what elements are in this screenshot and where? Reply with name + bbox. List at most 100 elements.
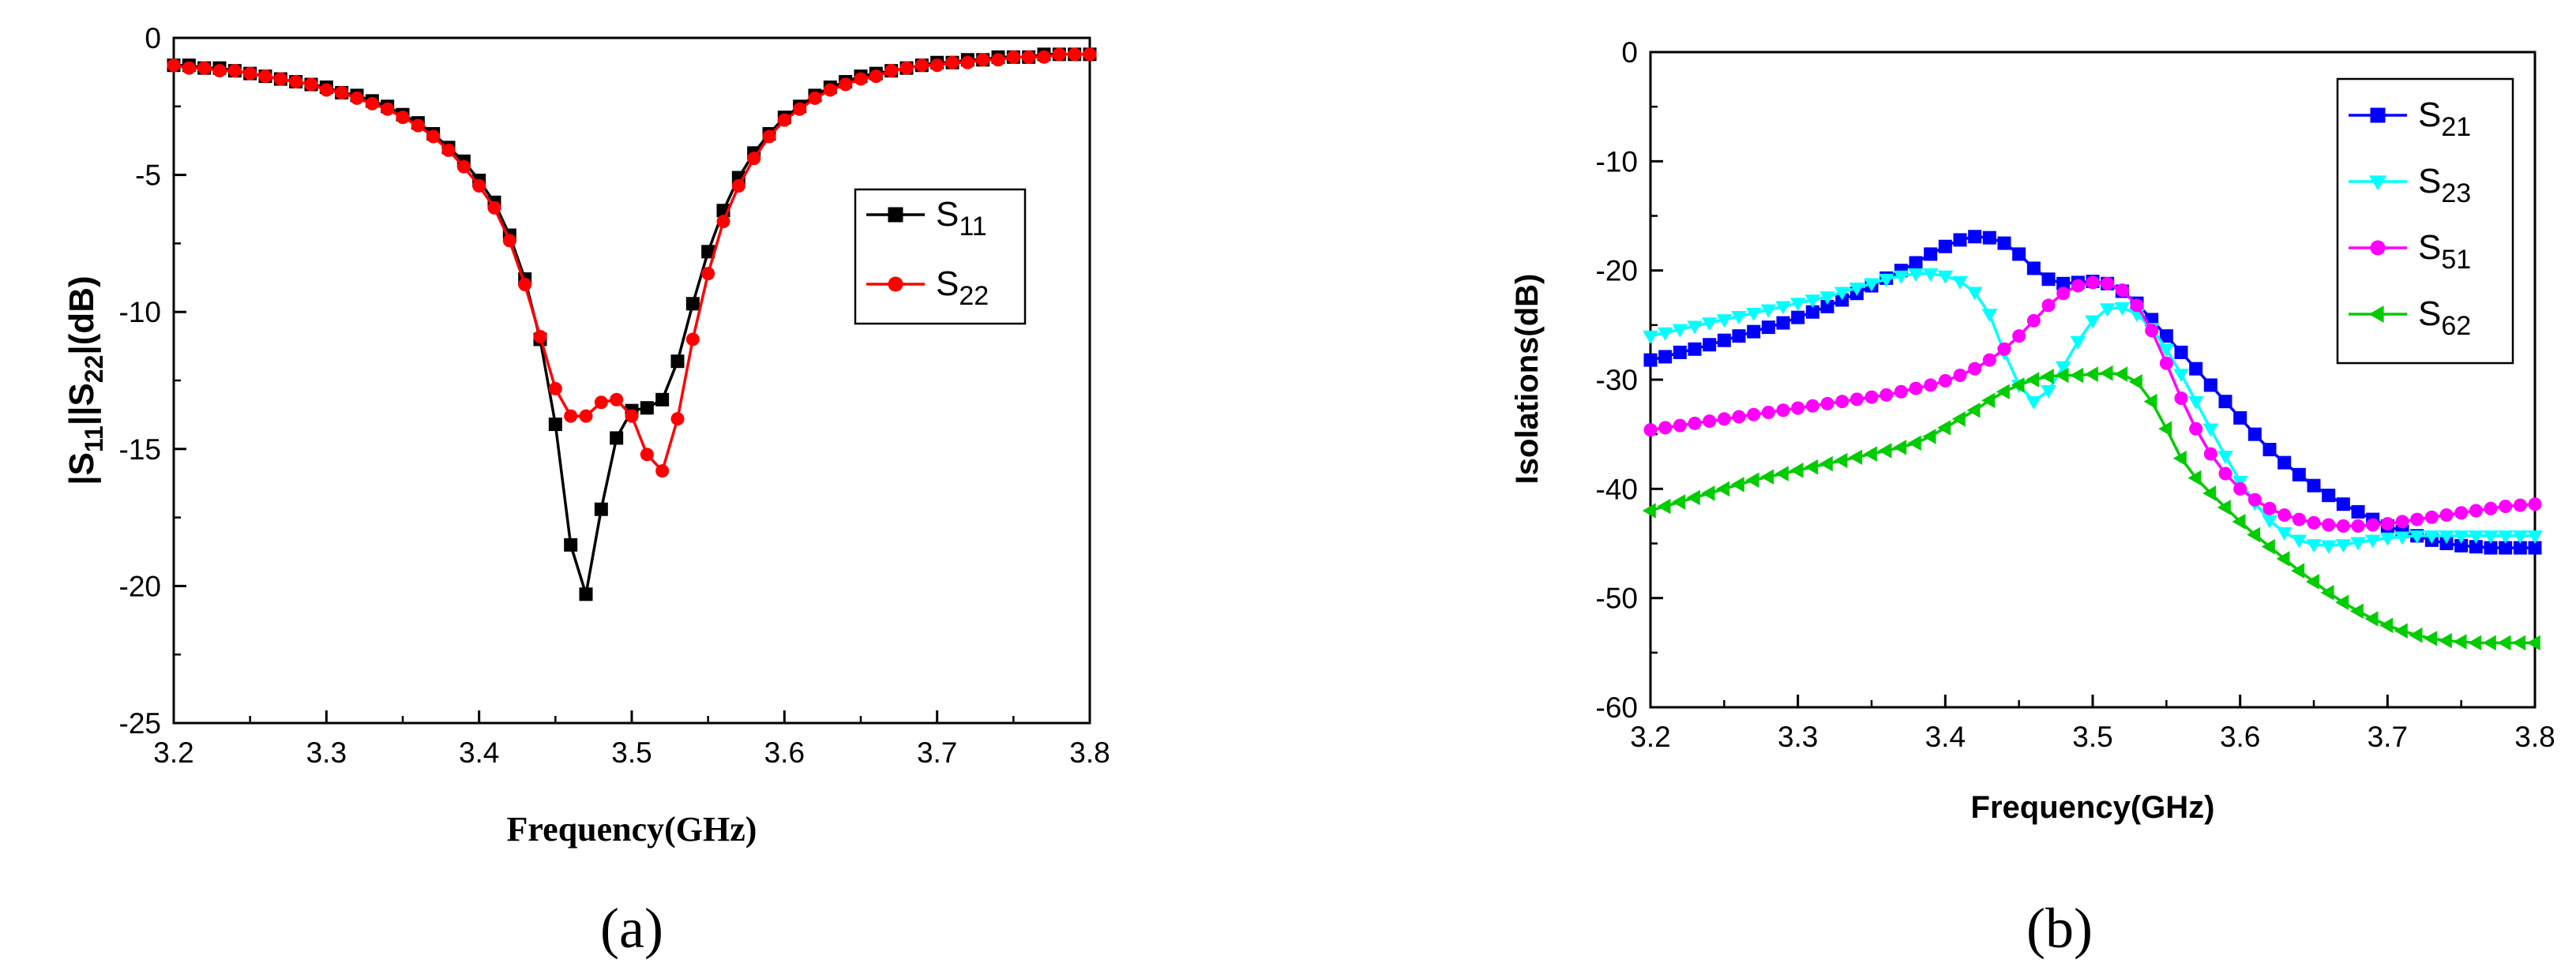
chart-a-S22-point [762,129,776,144]
chart-a-legend-S11-label: S11 [936,195,987,242]
chart-b-S23-point [1760,304,1777,318]
chart-b-S51-point [1820,396,1834,410]
chart-b-S21-point [1703,338,1717,352]
chart-a-ytick-label: -5 [135,159,161,192]
chart-b-S21-point [1732,329,1746,343]
chart-b-S51-point [1703,414,1717,429]
chart-b-S51-point [1688,416,1702,430]
chart-b-S21-point [1717,333,1731,347]
chart-a-S22-point [976,53,990,67]
chart-b-legend-S51-label: S51 [2418,228,2471,275]
chart-a-S22-point [808,91,822,105]
chart-b-S23-point [2483,530,2499,545]
chart-b-xtick-label: 3.5 [2072,721,2112,753]
chart-a-S22-point [533,329,547,343]
chart-a-ylabel-mid: ||S [62,383,102,425]
chart-b-S23-point [2527,530,2543,545]
chart-b-S62-point [1701,485,1715,501]
chart-b-S62-point [2011,377,2025,393]
chart-b-ytick-label: -30 [1596,364,1638,396]
chart-b-S62-point [2276,551,2290,567]
chart-b-S21-point [1673,345,1687,359]
chart-b-S23-point [1908,268,1924,283]
chart-b-S23-point [2439,530,2454,545]
chart-b-S21-point [1747,324,1761,339]
chart-b-S51-point [2366,518,2380,532]
chart-b-S51-point [1968,362,1982,376]
chart-a-ytick-label: 0 [145,22,161,54]
chart-a-S22-point [716,215,730,229]
chart-b-S23-point [1966,287,1983,301]
chart-a: 3.2 3.3 3.4 3.5 3.6 3.7 3.8 0 -5 -10 -15 -20 -25 Fre… [62,22,1110,960]
chart-b-S62-point [2187,470,2202,486]
chart-b-S21-point [2189,362,2203,376]
chart-a-panel-label: (a) [600,897,663,960]
chart-b-S62-point [2202,485,2217,501]
chart-b-legend-S51-marker [2370,240,2386,256]
chart-b-S21-point [1909,256,1923,270]
chart-b-legend-S21-marker [2370,107,2386,123]
chart-b-legend-S62-label: S62 [2418,294,2471,341]
chart-b-S51-point [1835,395,1849,409]
chart-a-xtick-label: 3.5 [611,736,652,769]
chart-a-S22-point [335,85,349,99]
chart-b-legend-S23-marker [2369,175,2386,191]
chart-a-S22-point [945,55,959,69]
chart-b-S23-point [1804,294,1821,309]
chart-b-S62-point [1981,392,1996,409]
chart-a-S22-point [502,234,516,248]
chart-a-S22-point [365,96,379,111]
chart-b-S23-point [1893,270,1909,284]
chart-b-S62-point [2468,635,2482,651]
chart-b-S51-point [2439,508,2454,523]
chart-b-S21-point [2233,410,2247,425]
chart-a-S22-point [456,159,471,174]
chart-b-S23-point [2468,530,2484,545]
chart-b-S62-point [2305,574,2319,590]
chart-b-S23-point [2335,539,2352,553]
chart-b-S62-point [2158,421,2172,437]
chart-b-S51-point [2277,508,2292,523]
chart-b-S51-point [1924,378,1938,392]
chart-b-S62-point [1849,449,1863,465]
chart-b-S62-point [2291,563,2305,579]
chart-b-ylabel: Isolations(dB) [1510,274,1545,485]
chart-b-S21-point [2203,378,2217,392]
chart-b-S51-point [1643,423,1658,437]
chart-b-S23-point [2512,530,2529,545]
chart-b-xtick-label: 3.3 [1778,721,1818,753]
chart-b-S51-point [2262,501,2277,515]
chart-b-S51-point [1909,381,1923,395]
chart-b-S51-point [2322,518,2336,532]
chart-b-S51-point [2026,313,2041,328]
chart-b-S51-point [2424,510,2439,524]
chart-a-S22-point [823,83,837,97]
chart-b-S51-point [2247,493,2262,507]
chart-b-S62-point [2217,500,2231,515]
chart-a-S11-point [685,297,700,311]
chart-a-xlabel: Frequency(GHz) [507,810,757,849]
chart-a-S22-point [212,64,227,78]
chart-b-S51-point [1805,399,1819,413]
chart-b-S62-point [1863,446,1877,462]
chart-b-S21-point [1820,299,1834,313]
chart-a-S22-point [685,332,700,347]
chart-b-S62-point [1686,489,1700,506]
chart-b-S62-point [2143,393,2157,410]
chart-b-S51-point [2484,501,2498,515]
chart-b-S62-point [2055,367,2069,384]
chart-b-S62-point [2026,372,2040,388]
chart-b-S23-point [1731,310,1747,324]
chart-a-S22-point [610,392,624,407]
chart-b-S51-point [1717,412,1731,426]
chart-b-ytick-label: -20 [1596,255,1638,287]
chart-b-S23-point [2453,530,2469,545]
chart-b-S62-point [2172,450,2187,467]
chart-a-S22-point [991,53,1005,67]
chart-a-S22-point [884,64,899,78]
chart-b-S21-point [2174,345,2188,359]
chart-b-S51-point [2145,324,2159,338]
chart-a-S11-point [594,502,608,516]
chart-b-S21-point [1776,316,1790,330]
chart-a-S11-point [670,354,685,369]
